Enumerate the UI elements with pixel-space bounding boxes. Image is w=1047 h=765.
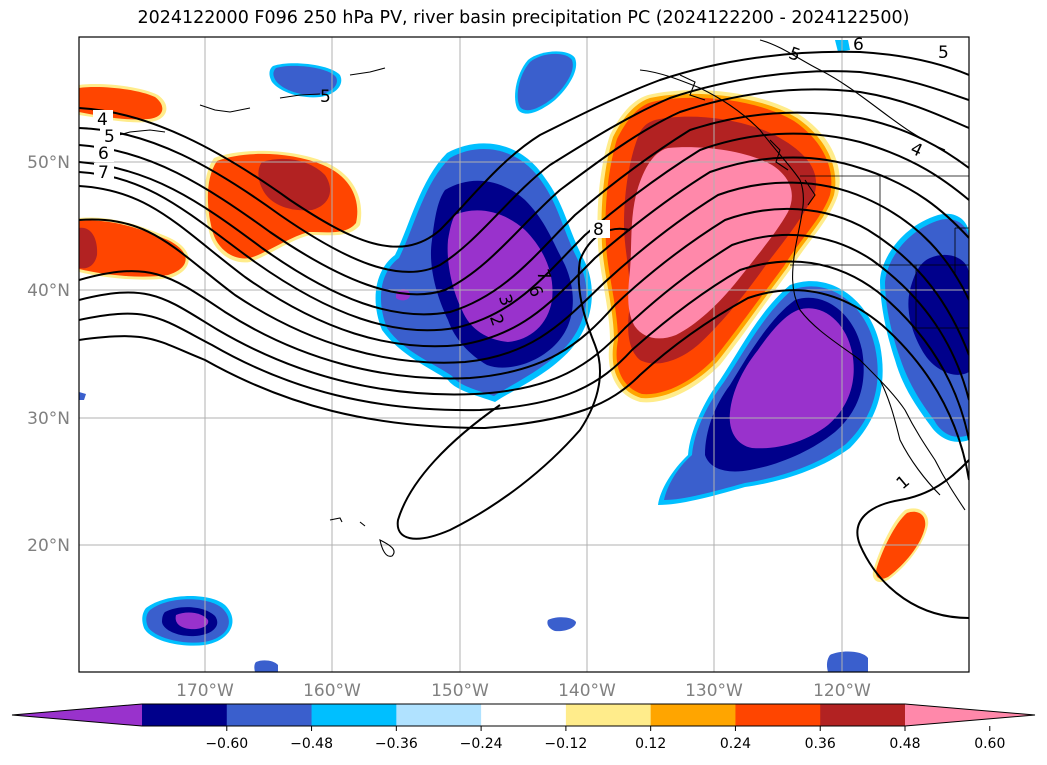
pv-contours [79,50,969,619]
lon-label: 140°W [558,681,616,701]
colorbar-segment [12,704,142,726]
gridlines [79,37,969,672]
colorbar-segment [226,704,313,726]
colorbar-tick-label: −0.36 [375,736,418,752]
colorbar-tick-label: −0.24 [460,736,503,752]
colorbar-segment [565,704,652,726]
lon-label: 160°W [303,681,361,701]
colorbar-outline [11,703,1036,727]
contour-label: 4 [97,110,108,130]
contour-label: 8 [593,220,604,240]
lon-label: 170°W [176,681,234,701]
contour-label: 6 [853,35,864,55]
colorbar-tick-label: 0.48 [889,736,920,752]
colorbar-tick-label: −0.12 [544,736,587,752]
colorbar-tick-label: −0.60 [205,736,248,752]
lon-label: 150°W [431,681,489,701]
colorbar-tick-label: 0.60 [974,736,1005,752]
colorbar-segment [905,704,1035,726]
contour-label: 7 [98,163,109,183]
lon-label: 120°W [813,681,871,701]
colorbar-segment [650,704,736,726]
colorbar-segment [142,704,228,726]
colorbar-segment [396,704,482,726]
map-title: 2024122000 F096 250 hPa PV, river basin … [137,8,910,28]
lat-label: 20°N [27,536,70,556]
colorbar-tick-label: −0.48 [290,736,333,752]
colorbar-tick-label: 0.36 [805,736,836,752]
positive-anomaly-west [79,84,362,280]
lat-label: 40°N [27,281,70,301]
contour-label: 5 [320,87,331,107]
negative-anomaly-small [79,40,868,672]
contour-label: 5 [104,127,115,147]
colorbar-segment [311,704,397,726]
map-frame-border [78,36,970,673]
colorbar-segment [820,704,906,726]
positive-anomaly-main [597,90,840,403]
colorbar-tick-label: 0.12 [635,736,666,752]
colorbar-segment [481,704,567,726]
colorbar-segment [735,704,821,726]
colorbar: −0.60 −0.48 −0.36 −0.24 −0.12 0.12 0.24 0.36 0.4… [11,703,1036,752]
contour-label: 5 [938,43,949,63]
longitude-labels: 170°W 160°W 150°W 140°W 130°W 120°W [176,681,871,701]
contour-label: 6 [98,144,109,164]
negative-anomaly-central [375,143,592,402]
colorbar-tick-label: 0.24 [720,736,751,752]
lon-label: 130°W [685,681,743,701]
lat-label: 30°N [27,409,70,429]
lat-label: 50°N [27,153,70,173]
latitude-labels: 50°N 40°N 30°N 20°N [27,153,70,556]
